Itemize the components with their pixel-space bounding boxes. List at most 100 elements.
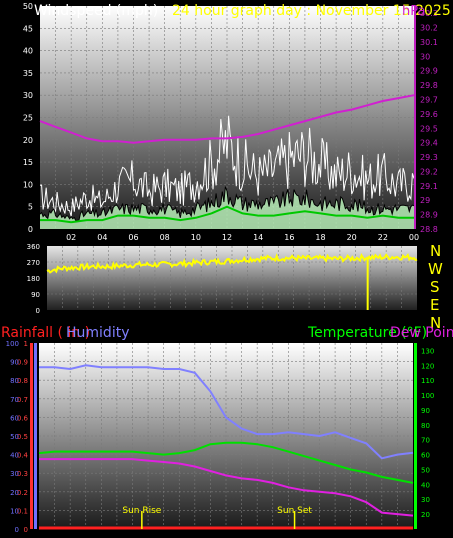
wind-fill-area	[40, 186, 414, 229]
pressure-tick-label: 28.8	[420, 225, 438, 234]
temp-tick-label: 20	[421, 511, 430, 519]
rain-tick-label: 0.9	[17, 359, 28, 367]
rain-tick-label: 0.1	[17, 507, 28, 515]
wind-tick-label: 35	[23, 69, 33, 78]
wind-tick-label: 40	[23, 47, 33, 56]
humidity-tick-label: 60	[10, 414, 19, 422]
direction-tick-label: 90	[31, 291, 40, 299]
rain-axis-ticks: 0 0.1 0.2 0.3 0.4 0.5 0.6 0.7 0.8 0.9 1	[17, 340, 29, 534]
pressure-tick-label: 29.4	[420, 139, 438, 148]
humidity-axis-bar	[34, 343, 37, 529]
dewpoint-series-line	[39, 458, 414, 517]
temp-tick-label: 90	[421, 407, 430, 415]
gust-series-line	[39, 115, 415, 217]
hour-tick-label: 12	[222, 233, 232, 242]
pressure-axis-ticks: 28.8 28.9 29 29.1 29.2 29.3 29.4 29.5 29.6 29.7 29…	[420, 9, 438, 234]
compass-letter: N	[430, 242, 441, 260]
avg-wind-series-line	[40, 205, 414, 224]
wind-tick-label: 10	[23, 180, 33, 189]
direction-tick-label: 0	[36, 307, 40, 315]
humidity-tick-label: 90	[10, 359, 19, 367]
pressure-tick-label: 29	[420, 196, 430, 205]
hour-tick-label: 20	[347, 233, 357, 242]
rain-tick-label: 0	[24, 526, 28, 534]
humidity-axis-ticks: 0 10 20 30 40 50 60 70 80 90 100	[6, 340, 19, 534]
pressure-tick-label: 30.3	[420, 9, 438, 18]
temp-tick-label: 120	[421, 362, 434, 370]
hour-tick-label: 02	[66, 233, 76, 242]
rain-tick-label: 0.6	[17, 414, 29, 422]
humidity-tick-label: 80	[10, 377, 19, 385]
rain-tick-label: 0.8	[17, 377, 28, 385]
pressure-tick-label: 29.8	[420, 81, 438, 90]
temperature-label: Temperature (°F)	[307, 325, 427, 341]
temp-tick-label: 70	[421, 437, 430, 445]
temp-tick-label: 50	[421, 466, 430, 474]
rain-tick-label: 0.2	[17, 489, 28, 497]
rain-tick-label: 0.7	[17, 396, 28, 404]
wind-tick-label: 45	[23, 24, 33, 33]
pressure-tick-label: 30	[420, 52, 430, 61]
pressure-tick-label: 29.3	[420, 153, 438, 162]
wind-tick-label: 25	[23, 114, 33, 123]
pressure-tick-label: 29.9	[420, 67, 438, 76]
temperature-series-line	[38, 441, 414, 484]
compass-letter: E	[430, 296, 439, 314]
temp-tick-label: 30	[421, 496, 430, 504]
pressure-tick-label: 28.9	[420, 211, 438, 220]
hour-tick-label: 04	[97, 233, 107, 242]
compass-letter: S	[430, 278, 440, 296]
rain-tick-label: 1	[24, 340, 28, 348]
temp-axis-ticks: 20 30 40 50 60 70 80 90 100 110 120 130	[421, 347, 434, 519]
sun-annotation-label: Sun Rise	[122, 506, 161, 516]
rain-tick-label: 0.3	[17, 470, 28, 478]
sun-annotation-label: Sun Set	[277, 506, 312, 516]
windspeed-label: Windspeed (mph)	[34, 3, 158, 19]
humidity-tick-label: 20	[10, 489, 19, 497]
temp-tick-label: 100	[421, 392, 434, 400]
compass-letter: N	[430, 314, 441, 332]
hour-tick-label: 18	[315, 233, 325, 242]
pressure-tick-label: 29.1	[420, 182, 438, 191]
hour-tick-label: 00	[409, 233, 419, 242]
humidity-tick-label: 40	[10, 452, 19, 460]
rain-tick-label: 0.4	[17, 452, 29, 460]
temp-tick-label: 40	[421, 481, 430, 489]
humidity-series-line	[39, 364, 414, 460]
hour-tick-label: 16	[284, 233, 294, 242]
wind-axis-ticks: 0 5 10 15 20 25 30 35 40 45 50	[23, 2, 33, 234]
pressure-series-line	[39, 94, 415, 144]
pressure-tick-label: 29.5	[420, 124, 438, 133]
wind-series-line	[39, 186, 415, 222]
pressure-tick-label: 30.1	[420, 38, 438, 47]
humidity-label: Humidity	[66, 325, 129, 341]
hour-tick-label: 22	[378, 233, 388, 242]
wind-tick-label: 15	[23, 158, 33, 167]
direction-axis-ticks: 0 90 180 270 360	[27, 243, 40, 315]
pressure-tick-label: 29.6	[420, 110, 438, 119]
date-label: 24 hour graph day : November 15 2025	[172, 3, 451, 19]
hour-tick-label: 10	[191, 233, 201, 242]
direction-series-line	[46, 253, 418, 274]
bottom-panel-grid	[39, 343, 413, 529]
rain-axis-bar	[30, 343, 33, 529]
humidity-tick-label: 100	[6, 340, 19, 348]
humidity-tick-label: 70	[10, 396, 19, 404]
pressure-unit-label: hPa	[402, 4, 425, 19]
direction-panel-grid	[47, 246, 417, 310]
compass-labels: N W S E N	[428, 242, 443, 332]
hour-tick-label: 14	[253, 233, 263, 242]
humidity-tick-label: 0	[15, 526, 19, 534]
pressure-axis-bar	[414, 6, 416, 229]
direction-tick-label: 180	[27, 275, 40, 283]
temp-axis-bar	[414, 343, 417, 529]
humidity-tick-label: 30	[10, 470, 19, 478]
temp-tick-label: 80	[421, 422, 430, 430]
wind-tick-label: 5	[28, 203, 33, 212]
hour-tick-label: 08	[160, 233, 170, 242]
wind-tick-label: 30	[23, 91, 33, 100]
compass-letter: W	[428, 260, 443, 278]
wind-tick-label: 50	[23, 2, 33, 11]
rainfall-label: Rainfall ( in )	[1, 325, 90, 341]
